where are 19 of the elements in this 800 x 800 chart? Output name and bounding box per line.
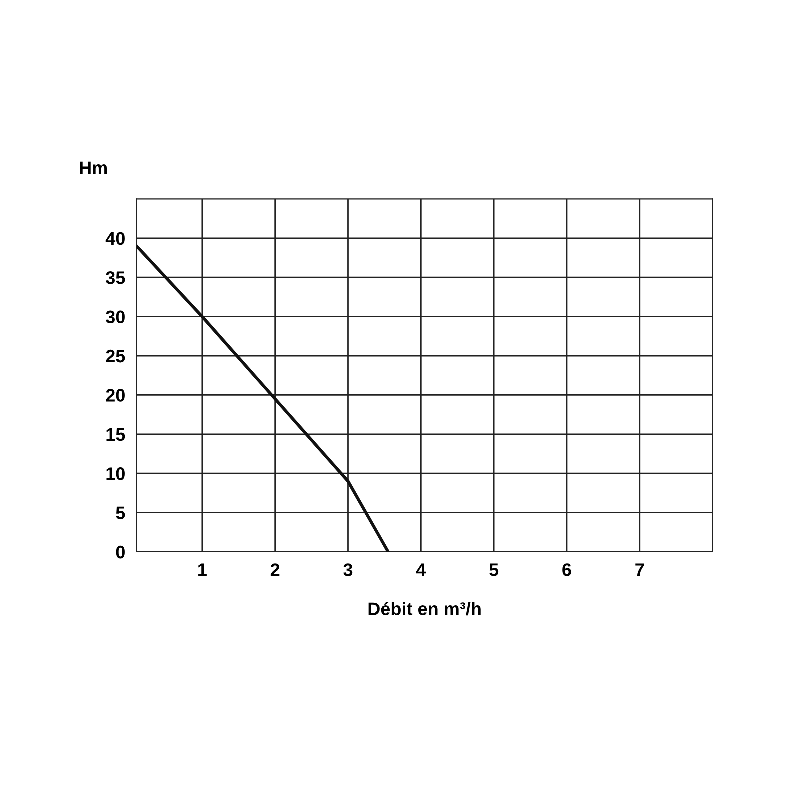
y-axis-title: Hm — [80, 162, 108, 174]
x-tick-label: 2 — [270, 564, 280, 576]
y-tick-label: 15 — [106, 428, 126, 442]
x-tick-label: 1 — [198, 564, 207, 576]
line-series — [136, 244, 390, 552]
y-tick-label: 10 — [106, 468, 125, 480]
y-tick-label: 40 — [106, 232, 125, 246]
y-tick-label: 5 — [116, 506, 126, 520]
x-tick-label: 3 — [344, 564, 353, 576]
x-tick-label: 7 — [636, 564, 644, 576]
x-tick-label: 4 — [416, 564, 426, 576]
y-tick-label: 30 — [106, 310, 125, 324]
y-tick-label: 25 — [106, 350, 126, 363]
x-axis-title: Débit en m³/h — [368, 602, 481, 616]
x-tick-label: 5 — [490, 564, 499, 576]
y-tick-label: 35 — [106, 272, 126, 284]
x-tick-label: 6 — [562, 564, 572, 576]
y-tick-label: 20 — [106, 389, 125, 402]
y-tick-label: 0 — [116, 546, 125, 559]
